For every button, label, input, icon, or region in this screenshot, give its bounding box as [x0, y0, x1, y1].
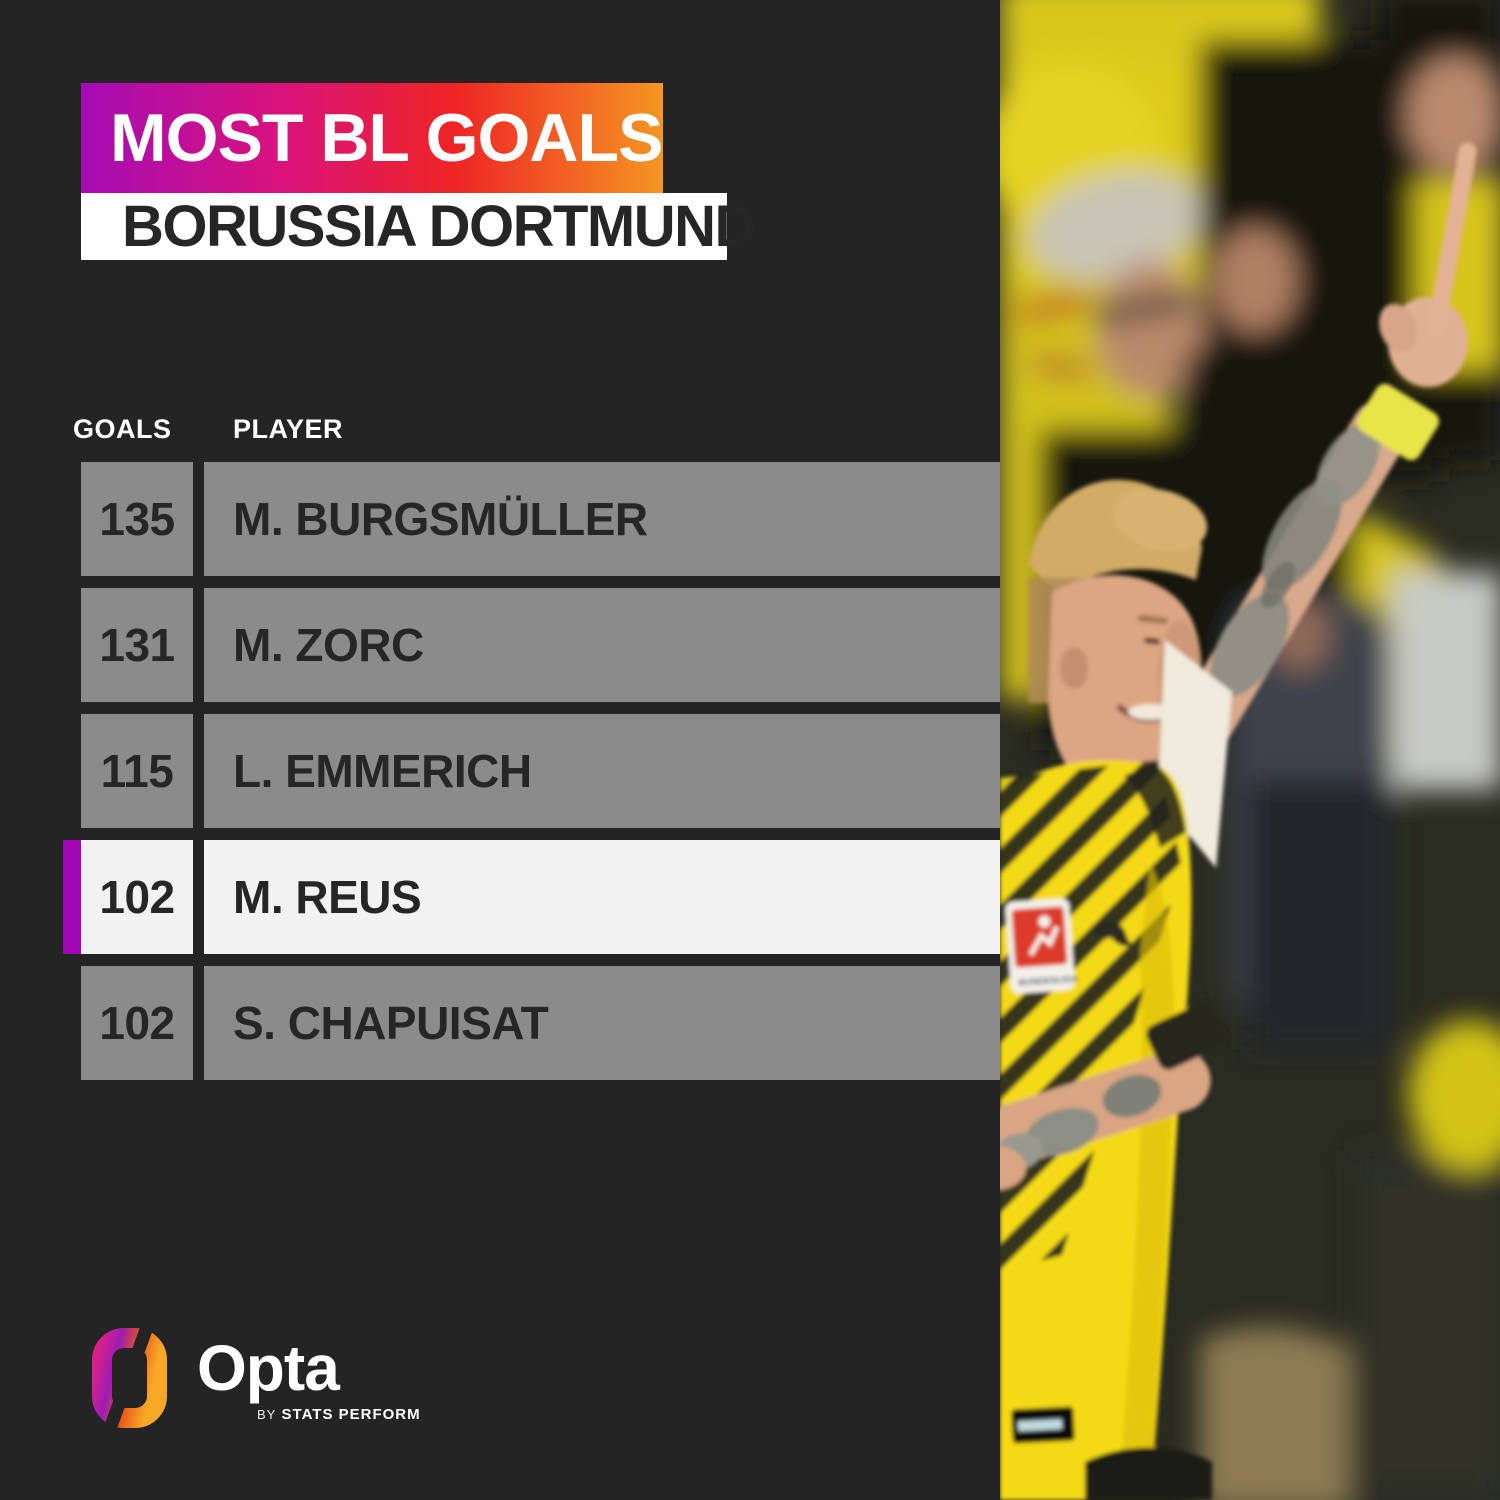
row-accent-bar: [63, 966, 81, 1080]
goals-cell: 102: [81, 840, 193, 954]
goals-cell: 115: [81, 714, 193, 828]
player-figure: BUNDESLIGA: [1000, 142, 1477, 1500]
brand-sub-prefix: BY: [257, 1407, 277, 1422]
puma-logo-icon: [1092, 920, 1133, 947]
brand-footer: Opta BY STATS PERFORM: [92, 1328, 421, 1428]
table-row: 102 S. CHAPUISAT: [63, 966, 1000, 1080]
goals-cell: 131: [81, 588, 193, 702]
goals-column-header: GOALS: [73, 414, 172, 444]
table-column-headers: GOALS PLAYER: [0, 414, 1000, 444]
brand-name: Opta: [197, 1332, 340, 1404]
player-column-header: PLAYER: [233, 414, 344, 444]
player-cell: M. REUS: [204, 840, 1000, 954]
row-accent-bar: [63, 714, 81, 828]
table-row: 135 M. BURGSMÜLLER: [63, 462, 1000, 576]
player-cell: M. BURGSMÜLLER: [204, 462, 1000, 576]
row-accent-bar: [63, 462, 81, 576]
row-accent-bar: [63, 840, 81, 954]
player-cell: L. EMMERICH: [204, 714, 1000, 828]
table-row: 115 L. EMMERICH: [63, 714, 1000, 828]
player-photo: BUNDESLIGA: [1000, 0, 1500, 1500]
goals-cell: 135: [81, 462, 193, 576]
title-band: MOST BL GOALS: [81, 83, 663, 193]
infographic-panel: MOST BL GOALS BORUSSIA DORTMUND GOALS PL…: [0, 83, 1000, 1428]
shorts: [1085, 1447, 1212, 1500]
goals-cell: 102: [81, 966, 193, 1080]
opta-logo-icon: [92, 1328, 167, 1428]
yellow-wristband: [1356, 383, 1440, 461]
row-accent-bar: [63, 588, 81, 702]
page-title: MOST BL GOALS: [110, 100, 663, 176]
page-subtitle: BORUSSIA DORTMUND: [122, 194, 756, 259]
jersey-hem-tag: [1011, 1406, 1075, 1444]
bundesliga-patch-label: BUNDESLIGA: [1018, 973, 1079, 987]
subtitle-band: BORUSSIA DORTMUND: [81, 193, 756, 260]
player-cell: S. CHAPUISAT: [204, 966, 1000, 1080]
brand-sub-name: STATS PERFORM: [281, 1406, 421, 1423]
table-row: 131 M. ZORC: [63, 588, 1000, 702]
brand-subtitle: BY STATS PERFORM: [257, 1406, 421, 1423]
tattoo-forearm: [1000, 1002, 1226, 1190]
table-rows: 135 M. BURGSMÜLLER 131 M. ZORC 115 L. EM…: [63, 462, 1000, 1092]
table-row: 102 M. REUS: [63, 840, 1000, 954]
player-cell: M. ZORC: [204, 588, 1000, 702]
bundesliga-patch: BUNDESLIGA: [1005, 898, 1079, 994]
pointing-hand: [1379, 142, 1477, 387]
header: MOST BL GOALS BORUSSIA DORTMUND: [81, 83, 756, 260]
brand-text: Opta BY STATS PERFORM: [197, 1328, 421, 1428]
